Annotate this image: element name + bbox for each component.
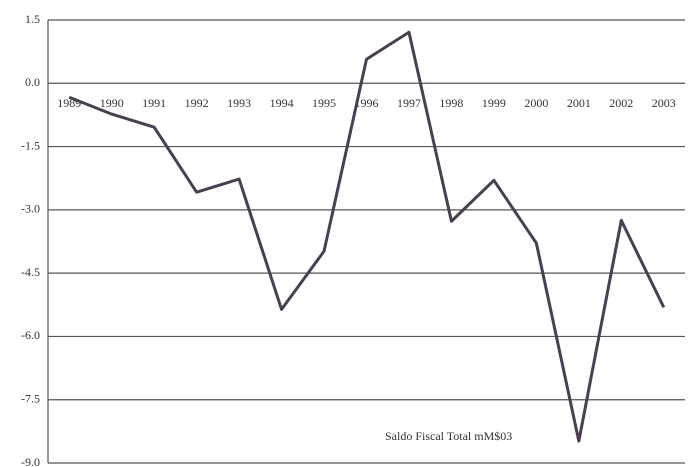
x-tick-label: 2002 xyxy=(609,96,633,110)
x-tick-label: 1992 xyxy=(185,96,209,110)
y-tick-label: -9.0 xyxy=(21,455,40,467)
x-tick-label: 2003 xyxy=(652,96,676,110)
y-tick-label: -6.0 xyxy=(21,328,40,342)
y-tick-label: -1.5 xyxy=(21,138,40,152)
x-tick-label: 1997 xyxy=(397,96,421,110)
y-tick-label: -3.0 xyxy=(21,202,40,216)
x-tick-label: 1993 xyxy=(227,96,251,110)
x-tick-label: 1999 xyxy=(482,96,506,110)
x-tick-label: 1995 xyxy=(312,96,336,110)
y-tick-label: -4.5 xyxy=(21,265,40,279)
y-tick-label: 0.0 xyxy=(25,75,40,89)
series-label: Saldo Fiscal Total mM$03 xyxy=(385,429,512,443)
x-tick-label: 1990 xyxy=(100,96,124,110)
x-tick-label: 1994 xyxy=(270,96,294,110)
x-tick-label: 1996 xyxy=(355,96,379,110)
y-tick-label: -7.5 xyxy=(21,391,40,405)
x-tick-label: 1991 xyxy=(142,96,166,110)
x-tick-label: 2000 xyxy=(524,96,548,110)
x-tick-label: 2001 xyxy=(567,96,591,110)
data-line xyxy=(68,30,666,443)
x-tick-label: 1998 xyxy=(439,96,463,110)
y-tick-label: 1.5 xyxy=(25,12,40,26)
